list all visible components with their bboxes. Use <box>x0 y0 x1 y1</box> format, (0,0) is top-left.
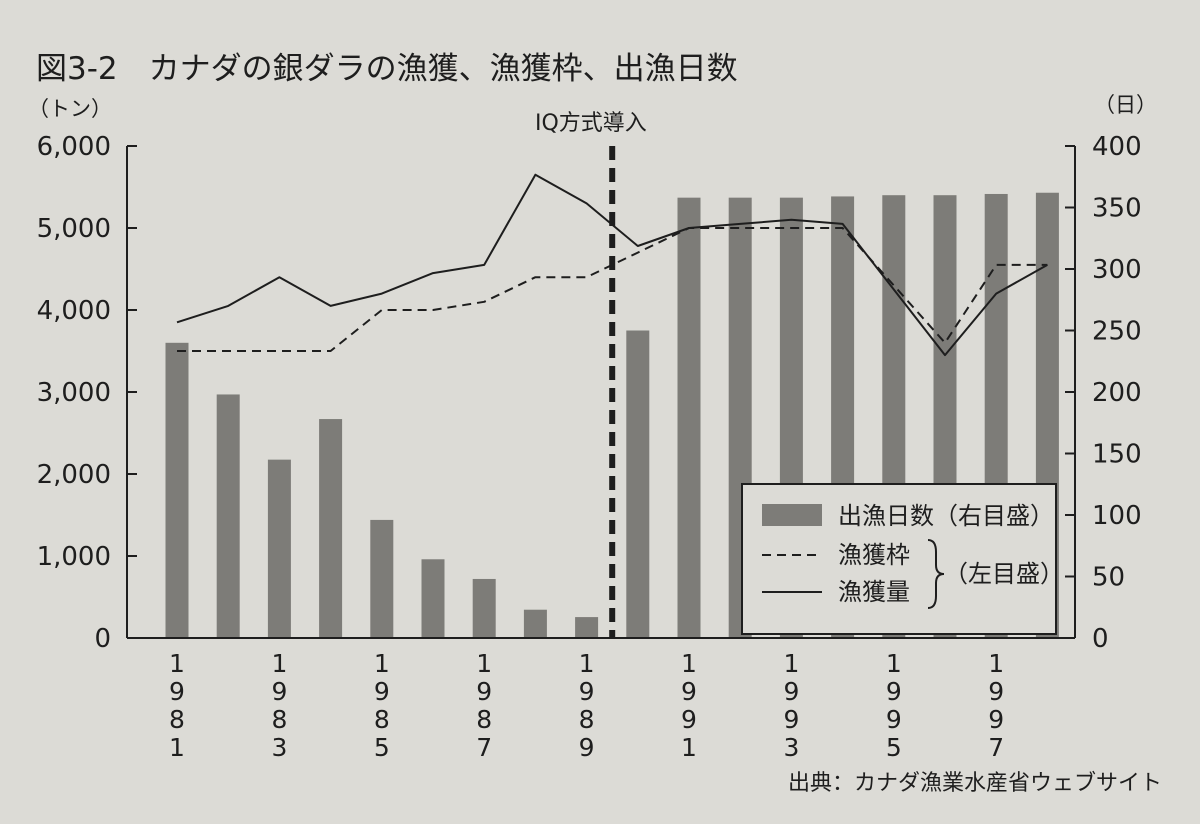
left-tick-label: 6,000 <box>37 132 111 162</box>
bar-1985 <box>370 519 394 638</box>
left-tick-label: 5,000 <box>37 214 111 244</box>
bar-1984 <box>319 419 343 638</box>
legend-catch-label: 漁獲量 <box>838 578 910 606</box>
left-tick-label: 1,000 <box>37 542 111 572</box>
left-axis-unit: （トン） <box>28 97 112 121</box>
bar-1981 <box>165 342 189 638</box>
right-axis-unit: （日） <box>1094 93 1157 117</box>
bar-1989 <box>575 617 599 638</box>
left-tick-label: 2,000 <box>37 460 111 490</box>
legend: 出漁日数（右目盛） 漁獲枠 漁獲量 （左目盛） <box>741 483 1064 635</box>
right-tick-label: 300 <box>1092 255 1142 285</box>
bar-1988 <box>523 609 547 638</box>
legend-quota-label: 漁獲枠 <box>838 541 910 569</box>
bar-1987 <box>472 578 496 638</box>
bar-1983 <box>267 459 291 638</box>
source-note: 出典：カナダ漁業水産省ウェブサイト <box>788 771 1162 796</box>
right-tick-label: 250 <box>1092 317 1142 347</box>
chart-title: 図3-2 カナダの銀ダラの漁獲、漁獲枠、出漁日数 <box>36 51 738 87</box>
left-tick-label: 4,000 <box>37 296 111 326</box>
bar-1990 <box>626 330 650 638</box>
bar-1982 <box>216 394 240 638</box>
right-tick-label: 100 <box>1092 501 1142 531</box>
left-tick-label: 3,000 <box>37 378 111 408</box>
bar-1991 <box>677 197 701 638</box>
left-tick-label: 0 <box>94 624 111 654</box>
right-tick-label: 350 <box>1092 194 1142 224</box>
axes: 0 1,000 2,000 3,000 4,000 5,000 6,000 0 50 100 150… <box>37 132 1142 762</box>
legend-bar-swatch <box>762 504 822 526</box>
legend-bar-label: 出漁日数（右目盛） <box>838 502 1054 530</box>
right-tick-label: 0 <box>1092 624 1109 654</box>
right-tick-label: 50 <box>1092 563 1125 593</box>
legend-brace <box>927 539 945 609</box>
right-tick-label: 400 <box>1092 132 1142 162</box>
right-tick-label: 200 <box>1092 378 1142 408</box>
right-tick-label: 150 <box>1092 440 1142 470</box>
iq-annotation: IQ方式導入 <box>535 111 647 638</box>
bar-1986 <box>421 559 445 638</box>
legend-group-label: （左目盛） <box>944 560 1064 588</box>
iq-annotation-label: IQ方式導入 <box>535 111 647 136</box>
